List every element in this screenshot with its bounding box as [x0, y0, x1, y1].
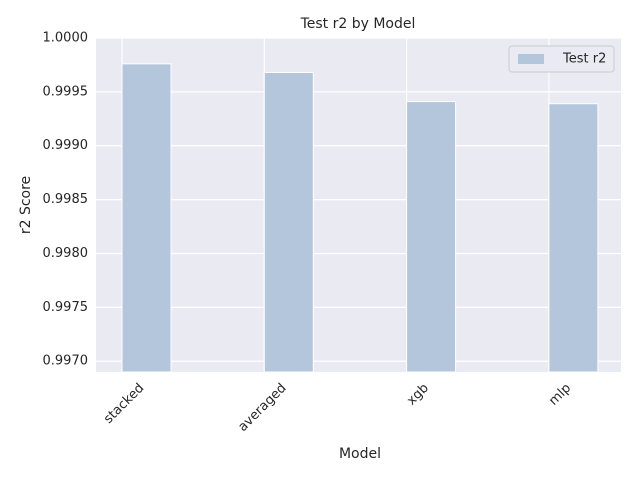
legend-box: [508, 45, 615, 73]
chart-title: Test r2 by Model: [300, 16, 416, 32]
y-tick-label: 0.9980: [43, 246, 89, 261]
legend-label: Test r2: [562, 52, 606, 67]
y-axis-label: r2 Score: [18, 176, 34, 234]
y-tick-label: 0.9975: [43, 300, 89, 315]
y-tick-label: 0.9990: [43, 138, 89, 153]
y-tick-label: 0.9970: [43, 354, 89, 369]
x-tick-label: mlp: [546, 381, 574, 409]
y-tick-label: 1.0000: [43, 31, 89, 46]
x-tick-label: xgb: [404, 381, 432, 409]
bar: [548, 103, 599, 373]
y-tick-label: 0.9985: [43, 192, 89, 207]
x-tick-label: averaged: [236, 381, 290, 435]
legend-swatch: [518, 54, 544, 64]
bar: [263, 71, 314, 373]
bar: [121, 63, 172, 373]
y-tick-label: 0.9995: [43, 84, 89, 99]
x-axis-label: Model: [339, 446, 381, 462]
plot-area: [96, 38, 621, 372]
bar: [406, 101, 457, 373]
x-tick-label: stacked: [101, 381, 147, 427]
